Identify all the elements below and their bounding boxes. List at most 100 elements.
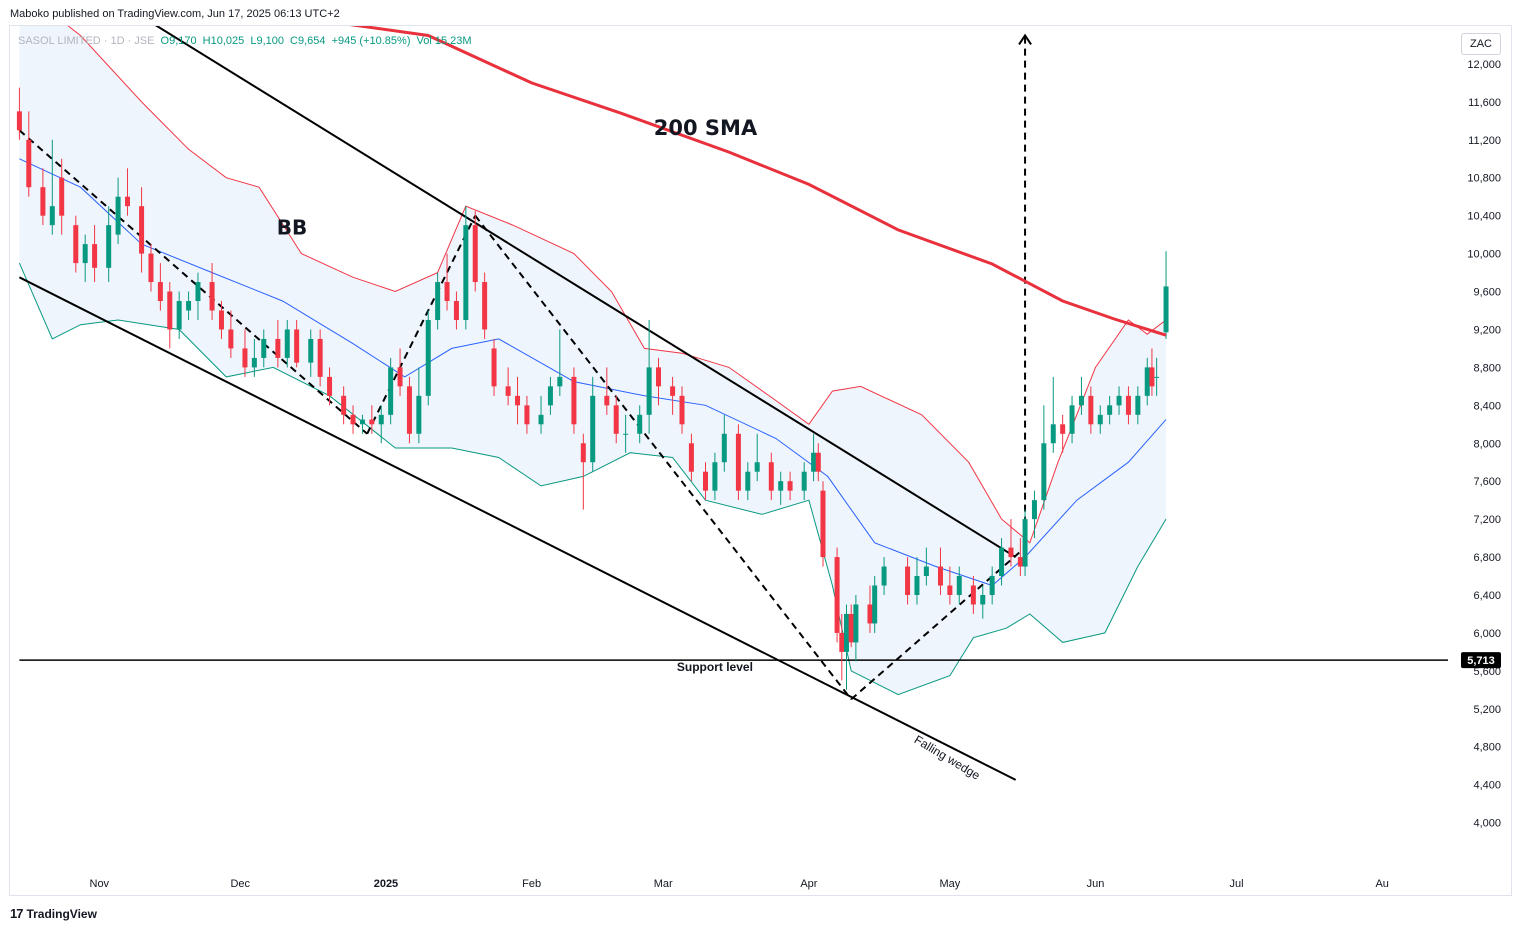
candle-body <box>712 462 718 491</box>
candle-body <box>914 576 920 595</box>
candle-body <box>444 282 450 302</box>
candle-body <box>646 367 652 415</box>
channel-lower-line <box>18 276 1017 781</box>
candle-body <box>970 585 976 605</box>
ohlc-legend: SASOL LIMITED · 1D · JSE O9,170 H10,025 L9… <box>18 35 472 47</box>
candle-body <box>284 329 290 358</box>
price-tick-label: 6,000 <box>1473 628 1501 640</box>
candle-body <box>853 604 859 643</box>
candle-body <box>1017 557 1023 567</box>
candle-body <box>524 405 530 425</box>
candle-body <box>472 225 478 283</box>
candle-body <box>1107 405 1113 415</box>
candle-body <box>1031 500 1037 520</box>
candle-body <box>406 386 412 434</box>
candle-body <box>947 585 953 595</box>
close-value: C9,654 <box>290 35 326 47</box>
time-axis: Nov Dec 2025 Feb Mar Apr May Jun Jul Au <box>90 878 1389 890</box>
candle-body <box>124 196 130 207</box>
candle-body <box>590 395 596 463</box>
price-tick-label: 9,200 <box>1473 324 1501 336</box>
candle-body <box>1135 395 1141 415</box>
support-price-tag-label: 5,713 <box>1467 655 1495 667</box>
candle-body <box>1149 367 1155 387</box>
sma-200-path <box>349 26 1167 337</box>
price-tick-label: 4,800 <box>1473 742 1501 754</box>
price-axis: 4,000 4,400 4,800 5,200 5,600 6,000 6,400 6,800… <box>1461 59 1501 830</box>
candle-body <box>872 585 878 624</box>
candle-body <box>703 471 709 491</box>
bb-basis-line <box>19 158 1167 587</box>
candle-body <box>867 604 873 624</box>
price-tick-label: 11,600 <box>1468 97 1501 109</box>
high-value: H10,025 <box>202 35 245 47</box>
candle-body <box>980 594 986 605</box>
candle-body <box>317 338 323 377</box>
candle-body <box>242 348 248 368</box>
candle-body <box>688 443 694 472</box>
candle-body <box>905 566 911 595</box>
time-tick-label: Dec <box>230 878 250 890</box>
support-price-tag <box>1461 652 1501 669</box>
price-tick-label: 8,400 <box>1473 400 1501 412</box>
candle-body <box>261 338 267 358</box>
candle-body <box>839 632 845 652</box>
candle-body <box>1060 424 1066 434</box>
price-tick-label: 4,000 <box>1473 818 1501 830</box>
candle-body <box>815 452 821 472</box>
candle-body <box>1125 395 1131 415</box>
tradingview-footer[interactable]: 17 TradingView <box>10 906 97 921</box>
time-tick-label: Apr <box>800 878 817 890</box>
bb-label: BB <box>277 216 308 240</box>
candle-body <box>157 282 163 302</box>
candle-body <box>341 395 347 415</box>
candle-body <box>73 225 79 264</box>
candle-body <box>754 462 760 472</box>
candle-body <box>778 481 784 491</box>
candle-body <box>251 357 257 368</box>
candle-body <box>228 329 234 349</box>
volume-value: Vol 15.23M <box>416 35 472 47</box>
currency-button[interactable]: ZAC <box>1461 33 1501 55</box>
candle-body <box>1144 367 1150 396</box>
candle-body <box>580 443 586 463</box>
price-tick-label: 11,200 <box>1468 135 1501 147</box>
bb-fill <box>19 26 1166 695</box>
candle-body <box>834 557 840 633</box>
candle-body <box>623 433 629 435</box>
candle-body <box>735 433 741 491</box>
candle-body <box>327 376 333 396</box>
candle-body <box>435 282 441 320</box>
price-tick-label: 5,600 <box>1473 666 1501 678</box>
price-tick-label: 7,200 <box>1473 514 1501 526</box>
candle-body <box>571 376 577 425</box>
support-label: Support level <box>677 660 753 674</box>
price-tick-label: 10,800 <box>1467 173 1501 185</box>
candle-body <box>148 253 154 283</box>
channel-upper-line <box>155 26 1017 558</box>
candle-body <box>1041 443 1047 501</box>
candle-body <box>768 462 774 491</box>
candle-body <box>139 206 145 254</box>
price-tick-label: 9,600 <box>1473 287 1501 299</box>
candle-body <box>1078 395 1084 406</box>
candle-body <box>275 338 281 358</box>
candle-body <box>787 481 793 491</box>
candle-body <box>59 177 65 216</box>
candle-body <box>937 566 943 586</box>
zigzag-4-line <box>850 546 1026 701</box>
candle-body <box>308 338 314 363</box>
candle-body <box>956 576 962 595</box>
price-tick-label: 8,000 <box>1473 438 1501 450</box>
price-tick-label: 6,400 <box>1473 590 1501 602</box>
candle-body <box>820 490 826 558</box>
candle-body <box>397 367 403 387</box>
candle-body <box>491 348 497 387</box>
candle-body <box>637 414 643 434</box>
time-tick-label: Au <box>1375 878 1388 890</box>
candle-body <box>16 111 22 131</box>
candle-body <box>294 329 300 363</box>
open-value: O9,170 <box>160 35 197 47</box>
candle-body <box>505 386 511 396</box>
